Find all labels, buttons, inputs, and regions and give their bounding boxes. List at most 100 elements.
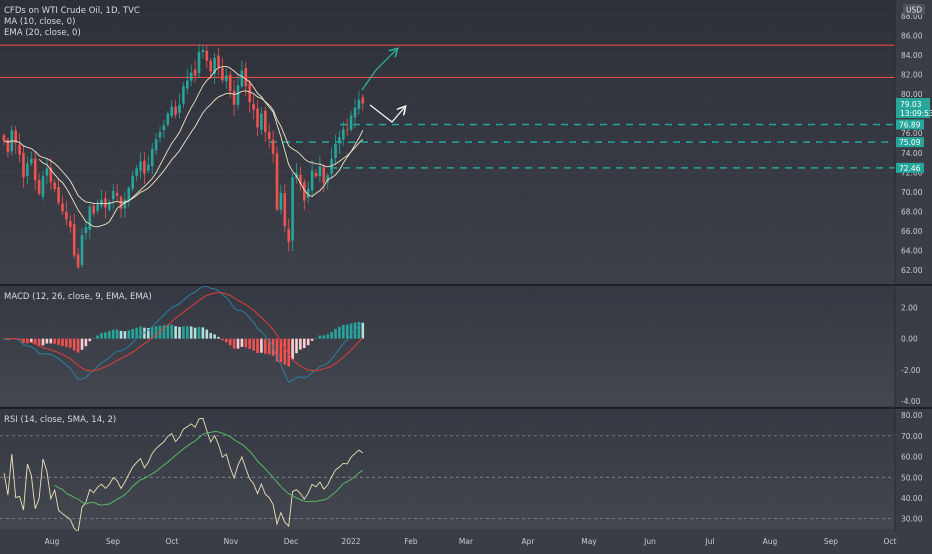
level-price-tags: 76.89 75.09 72.46 [896, 119, 924, 173]
price-tick-label: 62.00 [901, 266, 923, 275]
candle-body [37, 180, 41, 194]
macd-histogram-bar [162, 325, 166, 339]
candle-body [158, 132, 162, 138]
candle-body [65, 211, 68, 220]
candle-body [314, 172, 318, 177]
candle-body [182, 86, 185, 104]
candle-body [115, 192, 119, 196]
candle-body [264, 110, 267, 133]
candle-body [92, 205, 95, 214]
ema-legend: EMA (20, close, 0) [4, 28, 81, 38]
macd-histogram-bar [353, 322, 357, 339]
macd-histogram-bar [232, 338, 236, 349]
rsi-tick-label: 60.00 [901, 453, 923, 462]
macd-histogram-bar [37, 338, 41, 347]
price-tick-label: 76.00 [901, 129, 923, 138]
macd-histogram-bar [299, 338, 302, 350]
candle-body [111, 190, 115, 200]
macd-histogram-bar [201, 327, 205, 339]
last-price-tag: 79.03 13:09:53 [896, 98, 932, 118]
candle-body [14, 130, 17, 143]
candle-body [240, 70, 244, 87]
macd-histogram-bar [252, 338, 255, 351]
currency-badge[interactable] [903, 4, 925, 15]
macd-histogram-bar [295, 338, 298, 354]
candle-body [306, 188, 310, 198]
macd-histogram-bar [213, 334, 216, 339]
candle-body [22, 152, 25, 178]
candle-body [135, 168, 138, 176]
rsi-pane [0, 409, 895, 529]
macd-histogram-bar [240, 338, 244, 347]
macd-histogram-bar [225, 338, 228, 343]
time-tick-label: Sep [106, 537, 120, 546]
macd-tick-label: 2.00 [901, 304, 918, 313]
macd-histogram-bar [96, 335, 99, 339]
price-tick-label: 84.00 [901, 51, 923, 60]
macd-tick-label: -2.00 [901, 366, 921, 375]
candle-body [345, 129, 349, 131]
candle-body [162, 125, 166, 131]
candle-body [221, 67, 224, 81]
macd-histogram-bar [248, 338, 251, 350]
candle-body [2, 135, 6, 142]
candle-body [178, 104, 181, 113]
macd-histogram-bar [135, 327, 138, 339]
candle-body [283, 193, 287, 227]
macd-histogram-bar [256, 338, 259, 354]
macd-histogram-bar [84, 338, 88, 347]
last-price-box [896, 98, 930, 118]
macd-histogram-bar [338, 326, 341, 339]
main-legend-title: CFDs on WTI Crude Oil, 1D, TVC [4, 6, 140, 16]
candle-body [201, 50, 205, 53]
candle-body [76, 254, 80, 268]
candle-body [232, 90, 236, 105]
macd-histogram-bar [30, 338, 33, 343]
macd-histogram-bar [221, 338, 224, 341]
candle-body [170, 106, 173, 117]
candle-body [353, 107, 357, 118]
macd-histogram-bar [318, 335, 322, 339]
price-tick-label: 74.00 [901, 149, 923, 158]
macd-histogram-bar [361, 322, 365, 339]
candle-body [205, 50, 209, 61]
rsi-tick-label: 70.00 [901, 432, 923, 441]
macd-histogram-bar [61, 338, 64, 347]
macd-histogram-bar [143, 327, 146, 339]
macd-histogram-bar [166, 324, 170, 339]
macd-histogram-bar [264, 338, 267, 354]
candle-body [174, 106, 177, 115]
candle-body [96, 204, 99, 211]
price-tick-label: 72.00 [901, 168, 923, 177]
candle-body [271, 139, 275, 154]
candle-body [225, 75, 228, 82]
macd-indicator [2, 285, 365, 383]
time-axis[interactable] [0, 531, 932, 550]
candle-body [322, 167, 326, 184]
macd-histogram-bar [303, 338, 306, 349]
level-tag-box [896, 119, 924, 130]
candle-body [154, 139, 158, 151]
level-tag-label: 76.89 [899, 121, 921, 130]
price-tick-label: 64.00 [901, 247, 923, 256]
candle-body [279, 192, 283, 210]
macd-histogram-bar [244, 338, 248, 348]
macd-histogram-bar [275, 338, 279, 362]
macd-tick-label: 0.00 [901, 335, 918, 344]
macd-histogram-bar [217, 336, 220, 339]
macd-pane [0, 286, 895, 406]
macd-histogram-bar [279, 338, 283, 363]
macd-histogram-bar [322, 335, 326, 339]
candle-body [41, 176, 45, 197]
macd-line [3, 285, 364, 383]
time-tick-label: Jun [643, 537, 656, 546]
candle-body [318, 166, 322, 177]
price-tick-label: 68.00 [901, 208, 923, 217]
candle-body [166, 113, 170, 125]
level-tag-label: 75.09 [899, 138, 921, 147]
ma-legend: MA (10, close, 0) [4, 17, 75, 27]
macd-legend: MACD (12, 26, close, 9, EMA, EMA) [4, 292, 152, 302]
macd-histogram-bar [147, 328, 150, 339]
macd-histogram-bar [193, 327, 197, 339]
